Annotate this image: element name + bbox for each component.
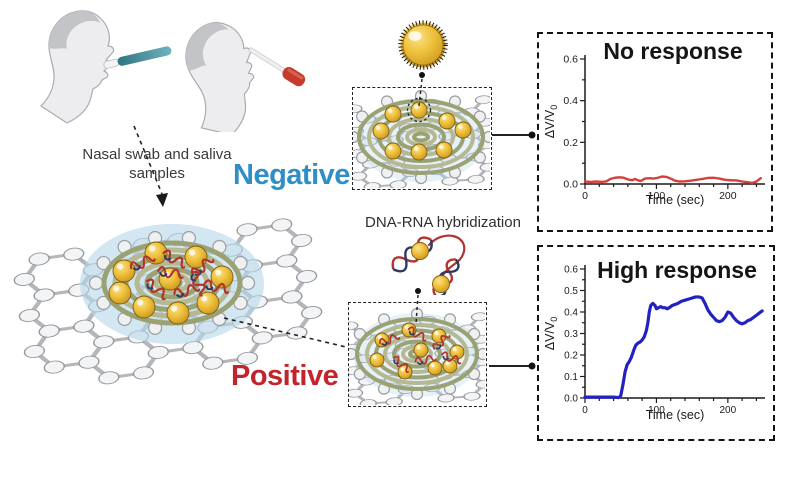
hybridization-label: DNA-RNA hybridization — [365, 214, 521, 231]
positive-sensor-illustration — [349, 307, 486, 406]
svg-text:0.2: 0.2 — [563, 137, 578, 149]
svg-text:0.6: 0.6 — [563, 54, 578, 66]
connector-dot — [528, 362, 536, 370]
saliva-swab-head-illustration — [40, 10, 172, 124]
svg-text:0.5: 0.5 — [564, 286, 578, 297]
rna-loop — [427, 234, 466, 277]
sample-caption: Nasal swab and saliva samples — [66, 146, 248, 184]
no-response-chart: 0 100 200 0.0 0.2 0.4 0.6 No response Time (sec)… — [543, 38, 765, 207]
svg-text:100: 100 — [648, 190, 666, 202]
svg-text:Time (sec): Time (sec) — [646, 193, 705, 207]
head-profile — [185, 22, 255, 132]
svg-text:0: 0 — [582, 405, 588, 416]
high-response-chart: 0 100 200 0.0 0.1 0.2 0.3 0.4 0.5 0.6 High respons… — [543, 257, 765, 422]
hair — [48, 10, 100, 49]
high-response-chart-panel: 0 100 200 0.0 0.1 0.2 0.3 0.4 0.5 0.6 High respons… — [537, 245, 775, 441]
svg-text:200: 200 — [719, 190, 737, 202]
negative-sensor-illustration — [353, 89, 491, 189]
sample-collection-illustration — [40, 10, 306, 132]
no-response-chart-panel: 0 100 200 0.0 0.2 0.4 0.6 No response Time (sec)… — [537, 32, 773, 232]
dna-rna-hybrid-illustration — [391, 234, 466, 295]
svg-text:200: 200 — [720, 405, 737, 416]
positive-sensor-panel — [348, 302, 487, 407]
svg-text:0: 0 — [582, 190, 588, 202]
svg-text:0.0: 0.0 — [563, 179, 578, 191]
connector-dot — [528, 131, 536, 139]
head-profile — [40, 10, 115, 124]
nasal-swab-head-illustration — [185, 22, 306, 132]
svg-text:0.3: 0.3 — [564, 329, 578, 340]
sample-caption-line1: Nasal swab and saliva — [82, 146, 232, 163]
svg-text:0.2: 0.2 — [564, 351, 578, 362]
gold-nanoparticle-icon — [398, 20, 448, 70]
gold-nanoparticle-icon — [432, 275, 450, 293]
svg-text:0.0: 0.0 — [564, 394, 578, 405]
dna-helix-segment — [391, 236, 433, 273]
hair — [186, 22, 229, 71]
negative-sensor-panel — [352, 87, 492, 190]
svg-text:0.6: 0.6 — [564, 265, 578, 276]
svg-text:Time (sec): Time (sec) — [646, 408, 705, 422]
svg-text:No response: No response — [603, 38, 742, 64]
svg-text:ΔV/V0: ΔV/V0 — [543, 105, 559, 139]
svg-text:0.4: 0.4 — [564, 308, 578, 319]
svg-text:100: 100 — [648, 405, 665, 416]
positive-label: Positive — [231, 360, 339, 392]
svg-text:0.1: 0.1 — [564, 372, 578, 383]
saliva-swab-icon — [103, 46, 172, 69]
svg-text:0.4: 0.4 — [563, 95, 578, 107]
svg-text:High response: High response — [597, 257, 757, 283]
negative-label: Negative — [233, 159, 350, 191]
graphene-sensor-illustration — [13, 218, 323, 385]
svg-text:ΔV/V0: ΔV/V0 — [543, 317, 559, 351]
gold-nanoparticle-icon — [411, 242, 429, 260]
nasal-swab-icon — [248, 46, 306, 87]
sample-caption-line2: samples — [129, 164, 185, 182]
